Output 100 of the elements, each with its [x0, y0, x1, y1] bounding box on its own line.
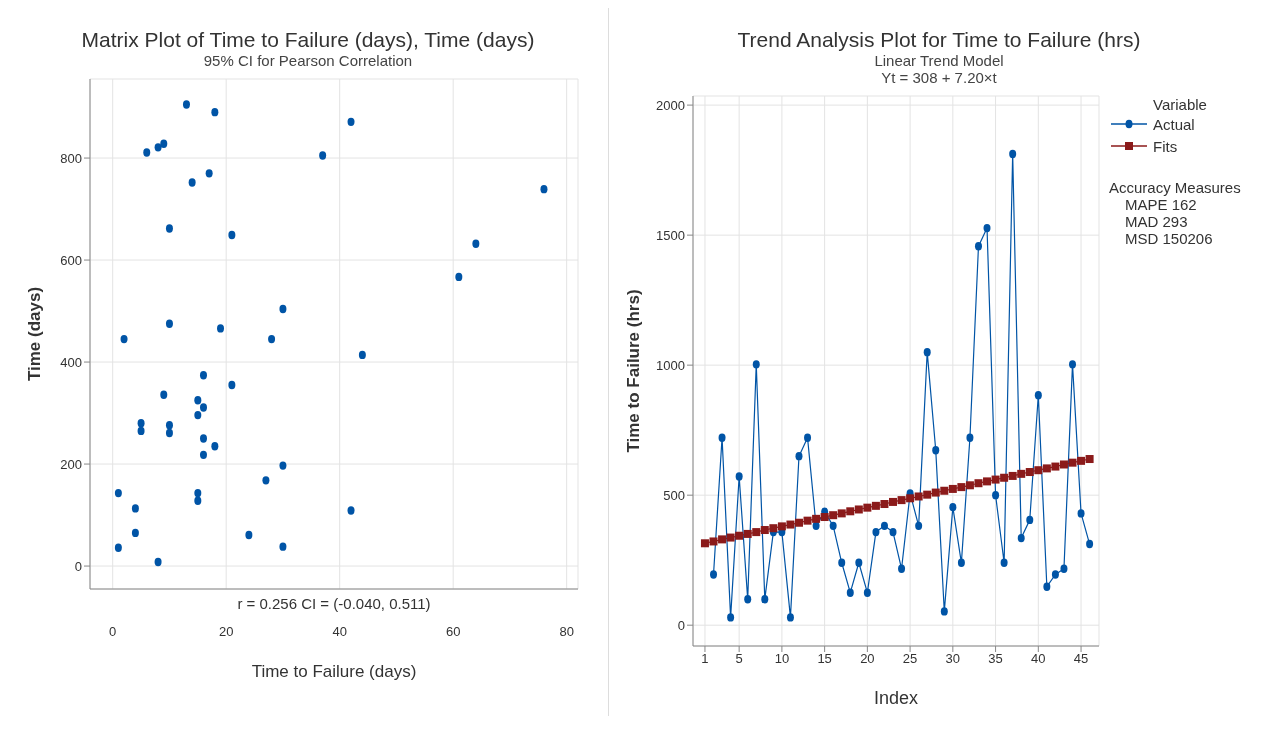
point — [898, 564, 906, 573]
point — [949, 502, 957, 512]
point — [906, 494, 915, 503]
point — [160, 139, 168, 148]
x-tick-label: 1 — [701, 651, 709, 667]
point — [1026, 515, 1034, 525]
point — [347, 117, 355, 127]
y-tick-label: 800 — [60, 150, 82, 166]
point — [1077, 456, 1086, 465]
point — [760, 526, 769, 535]
point — [131, 504, 139, 513]
x-tick-label: 60 — [445, 624, 461, 640]
point — [718, 433, 726, 442]
point — [854, 505, 863, 514]
point — [1000, 558, 1008, 567]
point — [794, 518, 803, 527]
y-tick-label: 400 — [60, 354, 82, 370]
y-tick-label: 1000 — [656, 357, 685, 373]
point — [1059, 460, 1068, 469]
point — [974, 479, 983, 488]
point — [1017, 469, 1026, 478]
point — [199, 434, 207, 443]
x-tick-label: 40 — [1031, 651, 1046, 667]
point — [114, 488, 122, 498]
legend-title: Variable — [1153, 96, 1207, 113]
point — [268, 334, 276, 344]
point — [744, 594, 752, 604]
x-tick-label: 20 — [218, 624, 234, 640]
point — [1069, 360, 1076, 369]
point — [718, 535, 727, 544]
text: MAPE 162 — [1125, 196, 1197, 213]
point — [837, 509, 846, 518]
x-tick-label: 35 — [988, 651, 1003, 667]
point — [1085, 455, 1094, 464]
point — [194, 488, 202, 498]
legend-label: Actual — [1153, 115, 1195, 133]
point — [948, 484, 957, 493]
point — [165, 224, 173, 233]
point — [199, 450, 207, 460]
point — [1017, 533, 1025, 543]
chart-subtitle: Linear Trend Model Yt = 308 + 7.20×t — [874, 52, 1004, 86]
point — [211, 442, 219, 451]
y-tick-label: 1500 — [656, 227, 685, 243]
point — [540, 184, 548, 194]
x-axis-title: Index — [873, 688, 919, 708]
point — [769, 524, 778, 533]
chart-title: Trend Analysis Plot for Time to Failure (hrs) — [737, 28, 1141, 51]
point — [923, 347, 931, 357]
point — [194, 496, 202, 505]
chart-subtitle: 95% CI for Pearson Correlation — [203, 52, 413, 69]
point — [1077, 509, 1085, 518]
y-axis-title: Time to Failure (hrs) — [624, 289, 644, 453]
x-tick-label: 40 — [332, 624, 347, 640]
point — [154, 557, 162, 567]
x-tick-label: 30 — [945, 651, 961, 667]
y-axis-title: Time (days) — [25, 286, 45, 382]
point — [279, 461, 287, 470]
text: r = 0.256 CI = (-0.040, 0.511) — [237, 595, 431, 612]
point — [838, 558, 846, 567]
point — [1060, 564, 1068, 573]
point — [983, 477, 992, 486]
point — [846, 588, 854, 597]
point — [165, 421, 173, 430]
point — [914, 492, 923, 501]
point — [199, 403, 207, 412]
legend-label: Fits — [1153, 137, 1178, 155]
point — [358, 350, 366, 360]
y-tick-label: 0 — [74, 558, 82, 574]
point — [752, 360, 760, 369]
point — [846, 507, 855, 516]
point — [228, 380, 236, 390]
point — [319, 151, 327, 160]
point — [131, 528, 139, 538]
point — [761, 594, 769, 604]
x-tick-label: 45 — [1073, 651, 1089, 667]
y-tick-label: 2000 — [656, 97, 685, 113]
y-tick-label: 200 — [60, 456, 82, 472]
point — [863, 503, 872, 512]
point — [199, 371, 207, 380]
point — [727, 613, 735, 622]
point — [1008, 471, 1017, 480]
point — [1086, 539, 1094, 549]
point — [1025, 468, 1034, 477]
point — [804, 433, 812, 442]
point — [137, 426, 145, 436]
point — [1000, 473, 1009, 482]
point — [735, 531, 744, 540]
point — [211, 107, 219, 117]
point — [217, 324, 225, 333]
point — [812, 514, 821, 523]
point — [923, 490, 932, 499]
point — [1043, 582, 1051, 591]
point — [889, 497, 898, 506]
x-tick-label: 20 — [860, 651, 875, 667]
point — [1068, 458, 1077, 467]
point — [889, 527, 897, 537]
point — [120, 334, 128, 344]
point — [940, 486, 949, 495]
point — [1042, 464, 1051, 473]
point — [966, 433, 974, 442]
